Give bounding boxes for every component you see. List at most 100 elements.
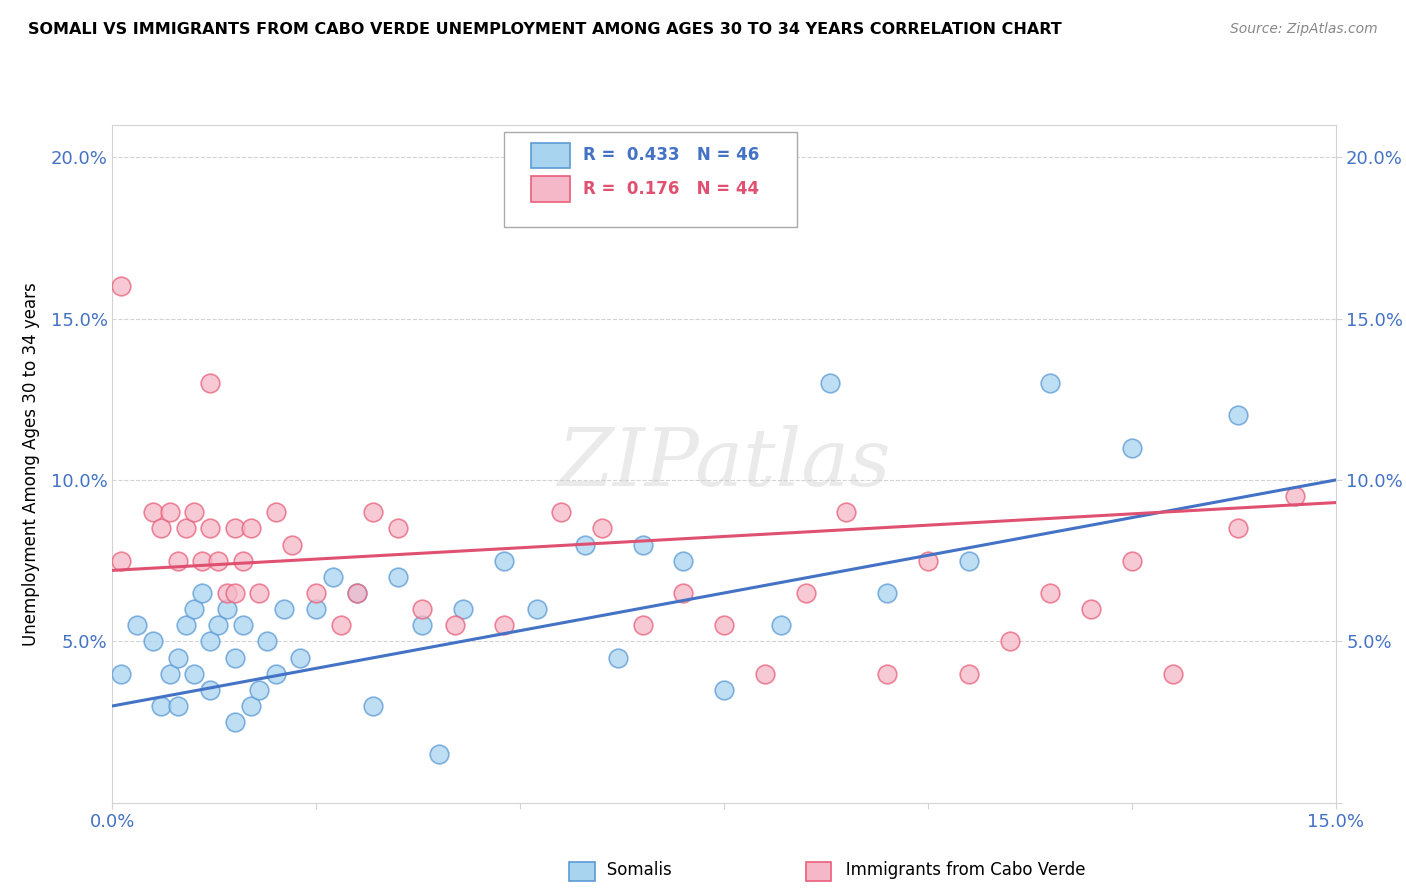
- Point: [110, 666, 132, 681]
- Point: [1161, 666, 1184, 681]
- Point: [876, 586, 898, 600]
- Point: [166, 698, 188, 713]
- Point: [247, 682, 270, 697]
- Point: [526, 602, 548, 616]
- Point: [550, 505, 572, 519]
- Point: [125, 618, 148, 632]
- Point: [191, 586, 214, 600]
- Point: [215, 586, 238, 600]
- Point: [232, 618, 254, 632]
- Point: [387, 570, 409, 584]
- Point: [232, 554, 254, 568]
- Point: [150, 521, 173, 535]
- Point: [288, 650, 311, 665]
- Point: [281, 537, 304, 551]
- Point: [207, 554, 229, 568]
- Point: [142, 634, 165, 648]
- Point: [1226, 409, 1249, 423]
- Point: [191, 554, 214, 568]
- Point: [591, 521, 613, 535]
- Point: [1226, 521, 1249, 535]
- Point: [150, 698, 173, 713]
- Point: [492, 554, 515, 568]
- Point: [672, 554, 695, 568]
- Point: [835, 505, 858, 519]
- Text: ZIPatlas: ZIPatlas: [557, 425, 891, 502]
- Point: [411, 618, 433, 632]
- Text: Immigrants from Cabo Verde: Immigrants from Cabo Verde: [830, 861, 1085, 879]
- Point: [876, 666, 898, 681]
- Point: [713, 618, 735, 632]
- Point: [110, 554, 132, 568]
- Point: [174, 521, 197, 535]
- Point: [387, 521, 409, 535]
- Point: [200, 682, 222, 697]
- Point: [492, 618, 515, 632]
- Point: [346, 586, 368, 600]
- Point: [224, 521, 246, 535]
- Point: [957, 554, 980, 568]
- Text: R =  0.176   N = 44: R = 0.176 N = 44: [583, 180, 759, 198]
- Point: [427, 747, 450, 762]
- Point: [224, 715, 246, 730]
- Point: [794, 586, 817, 600]
- Point: [1121, 441, 1143, 455]
- Point: [166, 650, 188, 665]
- Point: [200, 521, 222, 535]
- Point: [346, 586, 368, 600]
- Point: [305, 586, 328, 600]
- Point: [1284, 489, 1306, 503]
- Point: [174, 618, 197, 632]
- Point: [240, 698, 263, 713]
- Point: [329, 618, 352, 632]
- Point: [264, 505, 287, 519]
- Text: R =  0.433   N = 46: R = 0.433 N = 46: [583, 146, 759, 164]
- Point: [159, 505, 181, 519]
- Point: [998, 634, 1021, 648]
- Point: [215, 602, 238, 616]
- Y-axis label: Unemployment Among Ages 30 to 34 years: Unemployment Among Ages 30 to 34 years: [21, 282, 39, 646]
- Text: SOMALI VS IMMIGRANTS FROM CABO VERDE UNEMPLOYMENT AMONG AGES 30 TO 34 YEARS CORR: SOMALI VS IMMIGRANTS FROM CABO VERDE UNE…: [28, 22, 1062, 37]
- Point: [770, 618, 793, 632]
- Point: [240, 521, 263, 535]
- Point: [363, 698, 385, 713]
- Point: [411, 602, 433, 616]
- Point: [200, 376, 222, 391]
- Point: [224, 650, 246, 665]
- Point: [607, 650, 630, 665]
- Point: [631, 537, 654, 551]
- Point: [183, 666, 205, 681]
- Point: [1121, 554, 1143, 568]
- Point: [672, 586, 695, 600]
- Point: [247, 586, 270, 600]
- Point: [818, 376, 841, 391]
- Text: Source: ZipAtlas.com: Source: ZipAtlas.com: [1230, 22, 1378, 37]
- Point: [631, 618, 654, 632]
- Point: [444, 618, 467, 632]
- Point: [713, 682, 735, 697]
- Point: [142, 505, 165, 519]
- Point: [451, 602, 474, 616]
- Point: [273, 602, 295, 616]
- Point: [363, 505, 385, 519]
- Point: [224, 586, 246, 600]
- FancyBboxPatch shape: [503, 132, 797, 227]
- Point: [1039, 376, 1062, 391]
- Bar: [531, 143, 569, 169]
- Point: [166, 554, 188, 568]
- Point: [159, 666, 181, 681]
- Point: [957, 666, 980, 681]
- Point: [1080, 602, 1102, 616]
- Point: [183, 602, 205, 616]
- Point: [754, 666, 776, 681]
- Point: [322, 570, 344, 584]
- Point: [110, 279, 132, 293]
- Point: [200, 634, 222, 648]
- Point: [256, 634, 278, 648]
- Point: [264, 666, 287, 681]
- Point: [917, 554, 939, 568]
- Point: [574, 537, 596, 551]
- Text: Somalis: Somalis: [591, 861, 671, 879]
- Point: [305, 602, 328, 616]
- Point: [207, 618, 229, 632]
